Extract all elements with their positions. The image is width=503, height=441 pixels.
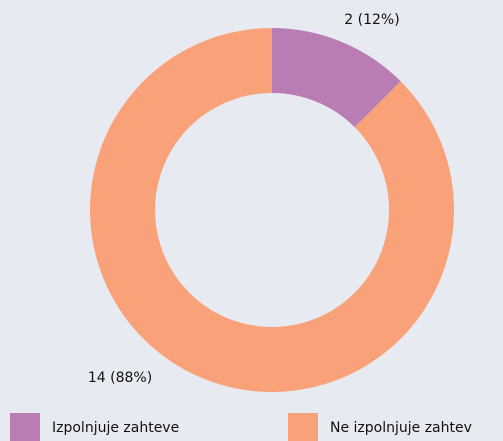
donut-slice bbox=[90, 28, 454, 392]
legend-label: Ne izpolnjuje zahtev bbox=[330, 420, 472, 436]
data-label: 14 (88%) bbox=[88, 370, 152, 386]
legend-swatch bbox=[288, 413, 318, 441]
legend-swatch bbox=[10, 413, 40, 441]
data-label: 2 (12%) bbox=[344, 12, 399, 28]
legend-label: Izpolnjuje zahteve bbox=[52, 420, 179, 436]
donut-slice bbox=[272, 28, 401, 128]
